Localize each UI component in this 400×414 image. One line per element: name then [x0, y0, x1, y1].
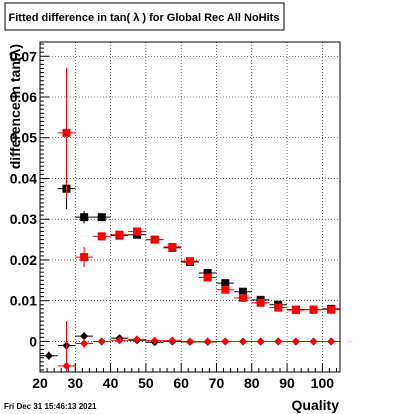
- data-point: [309, 337, 318, 346]
- data-point: [133, 335, 142, 344]
- x-tick-label: 20: [32, 375, 48, 391]
- data-point: [221, 285, 230, 294]
- y-tick-label: 0.04: [10, 170, 37, 186]
- y-axis-label: difference in tan(λ): [7, 44, 23, 169]
- data-point: [62, 128, 71, 137]
- x-tick-label: 100: [311, 375, 335, 391]
- data-point: [150, 336, 159, 345]
- data-point: [327, 337, 336, 346]
- data-point: [168, 336, 177, 345]
- plot-marks: [40, 67, 340, 372]
- x-tick-label: 50: [138, 375, 154, 391]
- data-point: [150, 235, 159, 244]
- data-point: [256, 337, 265, 346]
- data-point: [115, 230, 124, 239]
- data-point: [203, 269, 212, 277]
- data-point: [327, 305, 336, 314]
- series-1-red-square: [57, 67, 340, 315]
- data-point: [309, 305, 318, 314]
- data-point: [203, 273, 212, 282]
- y-tick-label: 0.02: [10, 252, 37, 268]
- y-tick-label: 0.01: [10, 293, 37, 309]
- y-tick-label: 0.03: [10, 211, 37, 227]
- data-point: [186, 257, 194, 266]
- chart-title: Fitted difference in tan( λ ) for Global…: [9, 12, 280, 24]
- tick-labels: 20 30 40 50 60 70 80 90 100 0 0.01 0.02 0.03 0.04 0.05…: [10, 48, 334, 391]
- data-point: [238, 287, 247, 296]
- series-3-red-diamond: [57, 321, 340, 372]
- data-point: [186, 337, 194, 346]
- x-tick-label: 70: [209, 375, 225, 391]
- data-point: [97, 337, 106, 346]
- x-axis-label: Quality: [292, 397, 340, 413]
- data-point: [62, 361, 71, 370]
- x-tick-label: 80: [244, 375, 260, 391]
- data-point: [238, 293, 247, 302]
- data-point: [80, 332, 89, 341]
- data-point: [97, 232, 106, 241]
- data-point: [133, 227, 142, 236]
- data-point: [168, 242, 177, 251]
- title-frame: [4, 2, 285, 31]
- data-point: [238, 337, 247, 346]
- data-point: [221, 337, 230, 346]
- data-point: [291, 306, 300, 315]
- data-point: [115, 336, 124, 345]
- data-point: [97, 213, 106, 222]
- x-tick-label: 60: [173, 375, 189, 391]
- data-point: [221, 279, 230, 288]
- data-point: [80, 253, 89, 262]
- x-tick-label: 90: [279, 375, 295, 391]
- footer-timestamp: Fri Dec 31 15:46:13 2021: [4, 402, 97, 411]
- data-point: [274, 337, 283, 346]
- data-point: [44, 351, 53, 360]
- x-tick-label: 30: [68, 375, 84, 391]
- data-point: [80, 339, 89, 348]
- title-box: Fitted difference in tan( λ ) for Global…: [4, 2, 285, 31]
- y-tick-label: 0.06: [10, 89, 37, 105]
- data-point: [256, 298, 265, 307]
- x-tick-label: 40: [103, 375, 119, 391]
- data-point: [274, 303, 283, 312]
- data-point: [203, 337, 212, 346]
- data-point: [80, 213, 89, 222]
- axis-ticks: [39, 43, 337, 372]
- y-tick-label: 0.07: [10, 48, 37, 64]
- data-point: [291, 337, 300, 346]
- y-tick-label: 0: [29, 333, 37, 349]
- y-tick-label: 0.05: [10, 130, 37, 146]
